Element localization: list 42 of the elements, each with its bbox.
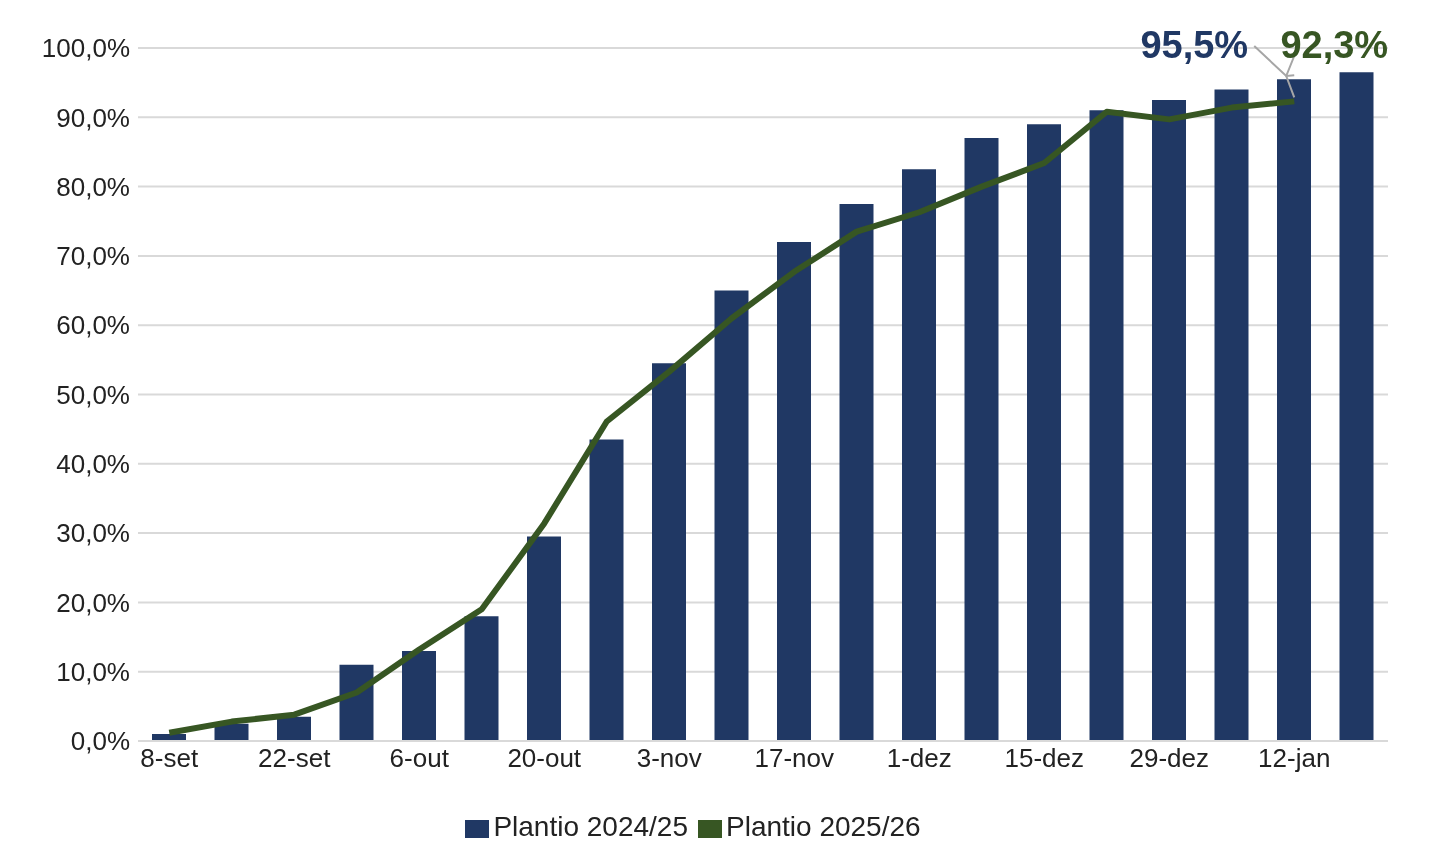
bar [902, 169, 936, 741]
x-tick-label: 17-nov [754, 743, 834, 774]
bar [1152, 99, 1186, 741]
y-tick-label: 30,0% [56, 518, 130, 549]
bar [464, 616, 499, 741]
x-tick-label: 3-nov [636, 743, 702, 774]
bar [964, 138, 999, 741]
x-tick-label: 22-set [258, 743, 332, 774]
y-tick-label: 80,0% [56, 171, 130, 202]
bar [589, 439, 624, 741]
y-tick-label: 10,0% [56, 656, 130, 687]
bar [714, 290, 749, 741]
y-tick-label: 60,0% [56, 310, 130, 341]
x-tick-label: 20-out [507, 743, 582, 774]
x-tick-label: 29-dez [1129, 743, 1209, 774]
bar [527, 536, 561, 741]
bar [1277, 79, 1311, 741]
bar [402, 650, 436, 741]
bar [777, 242, 811, 741]
bar [1214, 89, 1249, 741]
bar [839, 203, 874, 741]
bar [277, 716, 311, 741]
x-tick-label: 1-dez [886, 743, 952, 774]
bar [1027, 124, 1061, 741]
y-tick-label: 20,0% [56, 587, 130, 618]
x-tick-label: 6-out [389, 743, 450, 774]
annotation: 95,5% [1140, 24, 1249, 66]
bar [1089, 110, 1124, 741]
y-tick-label: 50,0% [56, 379, 130, 410]
legend-label: Plantio 2025/26 [726, 811, 921, 842]
y-tick-label: 40,0% [56, 449, 130, 480]
y-tick-label: 70,0% [56, 241, 130, 272]
x-tick-label: 8-set [140, 743, 199, 774]
annotation: 92,3% [1280, 24, 1389, 66]
bar [652, 363, 686, 741]
bar [1339, 72, 1374, 741]
x-tick-label: 12-jan [1258, 743, 1331, 774]
y-tick-label: 100,0% [41, 33, 130, 64]
y-tick-label: 90,0% [56, 102, 130, 133]
y-tick-label: 0,0% [70, 726, 130, 757]
x-tick-label: 15-dez [1004, 743, 1084, 774]
legend-label: Plantio 2024/25 [493, 811, 688, 842]
